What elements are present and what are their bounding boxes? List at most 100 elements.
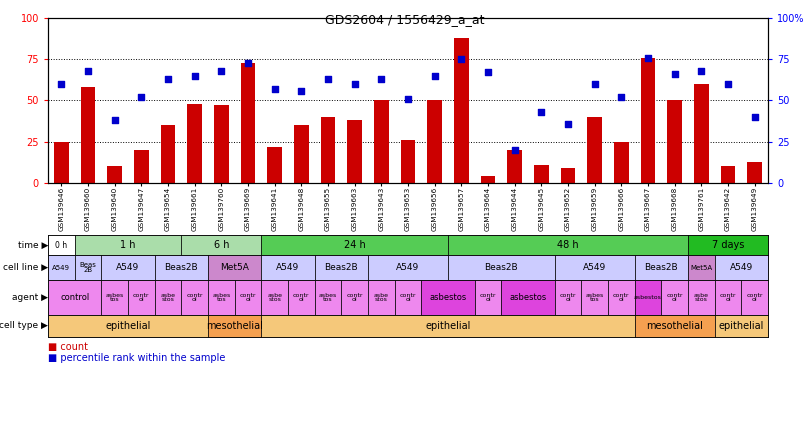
Text: asbestos: asbestos	[429, 293, 467, 302]
Bar	[54, 142, 69, 183]
Text: contr
ol: contr ol	[400, 293, 416, 302]
Bar	[641, 58, 655, 183]
Text: 48 h: 48 h	[557, 240, 579, 250]
Bar	[181, 235, 262, 255]
Text: Met5A: Met5A	[690, 265, 713, 270]
Bar	[561, 168, 575, 183]
Bar	[635, 255, 688, 280]
Text: 24 h: 24 h	[343, 240, 365, 250]
Bar	[507, 150, 522, 183]
Text: asbe
stos: asbe stos	[694, 293, 709, 302]
Text: 1 h: 1 h	[120, 240, 136, 250]
Bar	[475, 280, 501, 315]
Bar	[108, 166, 122, 183]
Point	[322, 75, 335, 83]
Bar	[321, 117, 335, 183]
Point	[508, 147, 521, 154]
Text: epithelial: epithelial	[718, 321, 764, 331]
Point	[241, 59, 254, 66]
Point	[375, 75, 388, 83]
Bar	[294, 125, 309, 183]
Bar	[714, 280, 741, 315]
Bar	[555, 280, 582, 315]
Text: GDS2604 / 1556429_a_at: GDS2604 / 1556429_a_at	[326, 13, 484, 26]
Text: epithelial: epithelial	[105, 321, 151, 331]
Text: asbestos: asbestos	[509, 293, 547, 302]
Bar	[347, 120, 362, 183]
Point	[109, 117, 122, 124]
Bar	[155, 255, 208, 280]
Bar	[101, 255, 155, 280]
Text: epithelial: epithelial	[425, 321, 471, 331]
Bar	[208, 255, 262, 280]
Text: mesothelial: mesothelial	[646, 321, 703, 331]
Bar	[160, 125, 175, 183]
Bar	[501, 280, 555, 315]
Bar	[181, 280, 208, 315]
Text: 0 h: 0 h	[55, 241, 67, 250]
Point	[55, 80, 68, 87]
Point	[668, 71, 681, 78]
Bar	[741, 280, 768, 315]
Bar	[635, 280, 661, 315]
Bar	[714, 315, 768, 337]
Bar	[614, 142, 629, 183]
Text: 7 days: 7 days	[712, 240, 744, 250]
Bar	[241, 63, 255, 183]
Point	[402, 95, 415, 103]
Text: Beas
2B: Beas 2B	[79, 262, 96, 273]
Bar	[608, 280, 635, 315]
Bar	[235, 280, 262, 315]
Text: contr
ol: contr ol	[720, 293, 736, 302]
Bar	[421, 280, 475, 315]
Point	[295, 87, 308, 94]
Point	[642, 54, 654, 61]
Bar	[748, 162, 762, 183]
Point	[615, 94, 628, 101]
Bar	[128, 280, 155, 315]
Text: A549: A549	[276, 263, 300, 272]
Bar	[341, 280, 368, 315]
Text: contr
ol: contr ol	[133, 293, 150, 302]
Bar	[48, 235, 75, 255]
Bar	[208, 280, 235, 315]
Text: contr
ol: contr ol	[480, 293, 497, 302]
Text: contr
ol: contr ol	[560, 293, 576, 302]
Text: ■ percentile rank within the sample: ■ percentile rank within the sample	[48, 353, 225, 363]
Text: A549: A549	[117, 263, 139, 272]
Text: control: control	[60, 293, 89, 302]
Point	[161, 75, 174, 83]
Bar	[555, 255, 635, 280]
Bar	[688, 280, 714, 315]
Bar	[214, 106, 228, 183]
Text: 6 h: 6 h	[214, 240, 229, 250]
Bar	[75, 255, 101, 280]
Bar	[262, 280, 288, 315]
Text: time ▶: time ▶	[18, 241, 48, 250]
Bar	[48, 255, 75, 280]
Point	[215, 67, 228, 74]
Point	[748, 114, 761, 121]
Text: contr
ol: contr ol	[240, 293, 256, 302]
Bar	[667, 100, 682, 183]
Bar	[428, 100, 442, 183]
Bar	[694, 84, 709, 183]
Point	[588, 80, 601, 87]
Text: Beas2B: Beas2B	[164, 263, 198, 272]
Bar	[635, 315, 714, 337]
Bar	[448, 235, 688, 255]
Text: mesothelial: mesothelial	[207, 321, 263, 331]
Point	[722, 80, 735, 87]
Point	[481, 69, 494, 76]
Bar	[587, 117, 602, 183]
Bar	[368, 280, 394, 315]
Bar	[582, 280, 608, 315]
Bar	[48, 315, 208, 337]
Bar	[714, 255, 768, 280]
Bar	[288, 280, 314, 315]
Text: A549: A549	[53, 265, 70, 270]
Bar	[155, 280, 181, 315]
Bar	[688, 235, 768, 255]
Text: asbe
stos: asbe stos	[374, 293, 389, 302]
Point	[455, 56, 468, 63]
